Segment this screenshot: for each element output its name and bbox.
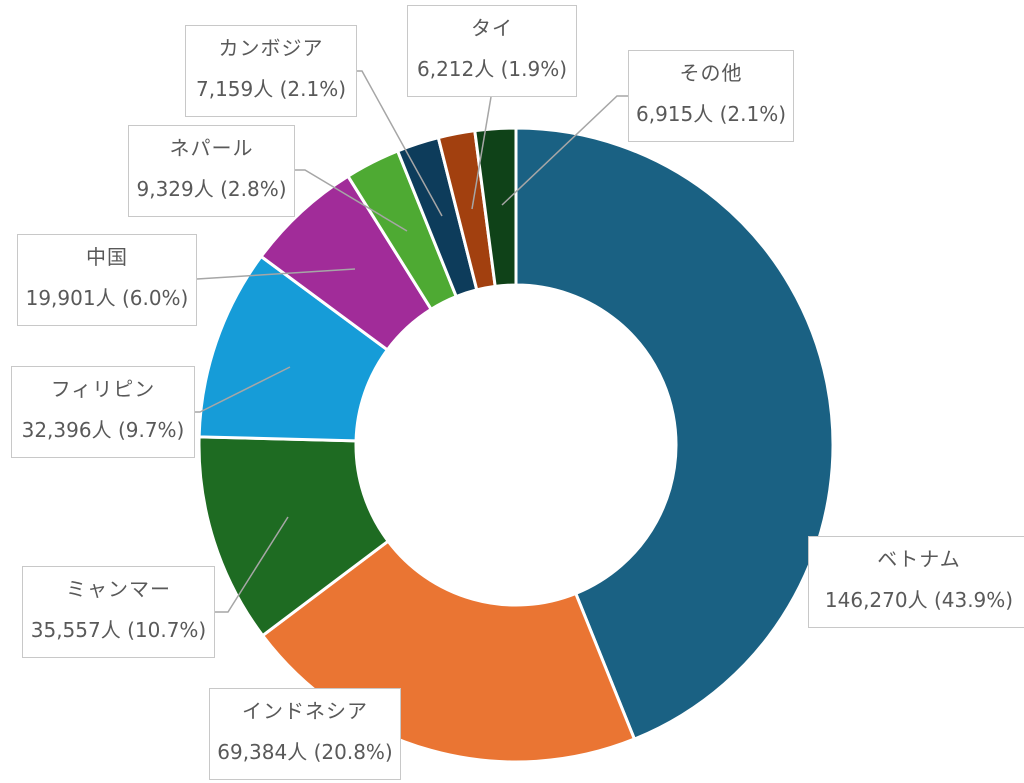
label-value: 7,159人 (2.1%) <box>195 77 347 101</box>
label-value: 6,915人 (2.1%) <box>635 102 787 126</box>
leader-line-china <box>196 268 356 280</box>
label-name: タイ <box>471 16 513 40</box>
label-value: 146,270人 (43.9%) <box>824 588 1014 612</box>
label-thailand: タイ 6,212人 (1.9%) <box>407 5 577 97</box>
slice-vietnam <box>514 126 835 742</box>
leader-line-thailand <box>471 96 492 210</box>
leader-lines <box>195 70 628 613</box>
label-value: 6,212人 (1.9%) <box>416 57 568 81</box>
label-name: ミャンマー <box>66 577 171 601</box>
label-cambodia: カンボジア 7,159人 (2.1%) <box>185 25 357 117</box>
label-philippines: フィリピン 32,396人 (9.7%) <box>11 366 195 458</box>
label-vietnam: ベトナム 146,270人 (43.9%) <box>808 536 1024 628</box>
label-value: 19,901人 (6.0%) <box>25 286 189 310</box>
label-value: 32,396人 (9.7%) <box>21 418 185 442</box>
leader-line-other <box>501 95 628 206</box>
leader-line-nepal <box>295 169 408 232</box>
label-nepal: ネパール 9,329人 (2.8%) <box>128 125 295 217</box>
label-name: その他 <box>679 61 743 85</box>
label-value: 35,557人 (10.7%) <box>30 618 207 642</box>
label-value: 9,329人 (2.8%) <box>136 177 287 201</box>
label-name: フィリピン <box>50 377 156 401</box>
leader-line-myanmar <box>215 516 289 613</box>
label-name: ベトナム <box>877 547 961 571</box>
label-myanmar: ミャンマー 35,557人 (10.7%) <box>22 566 215 658</box>
leader-line-cambodia <box>357 70 443 217</box>
label-other: その他 6,915人 (2.1%) <box>628 50 794 142</box>
label-name: ネパール <box>169 136 254 160</box>
label-name: 中国 <box>86 245 128 269</box>
donut-slices <box>197 126 835 764</box>
label-value: 69,384人 (20.8%) <box>217 740 393 764</box>
slice-other <box>473 126 518 289</box>
label-name: インドネシア <box>242 699 368 723</box>
label-china: 中国 19,901人 (6.0%) <box>17 234 197 326</box>
leader-line-philippines <box>195 366 291 413</box>
label-name: カンボジア <box>218 36 324 60</box>
label-indonesia: インドネシア 69,384人 (20.8%) <box>209 688 401 780</box>
